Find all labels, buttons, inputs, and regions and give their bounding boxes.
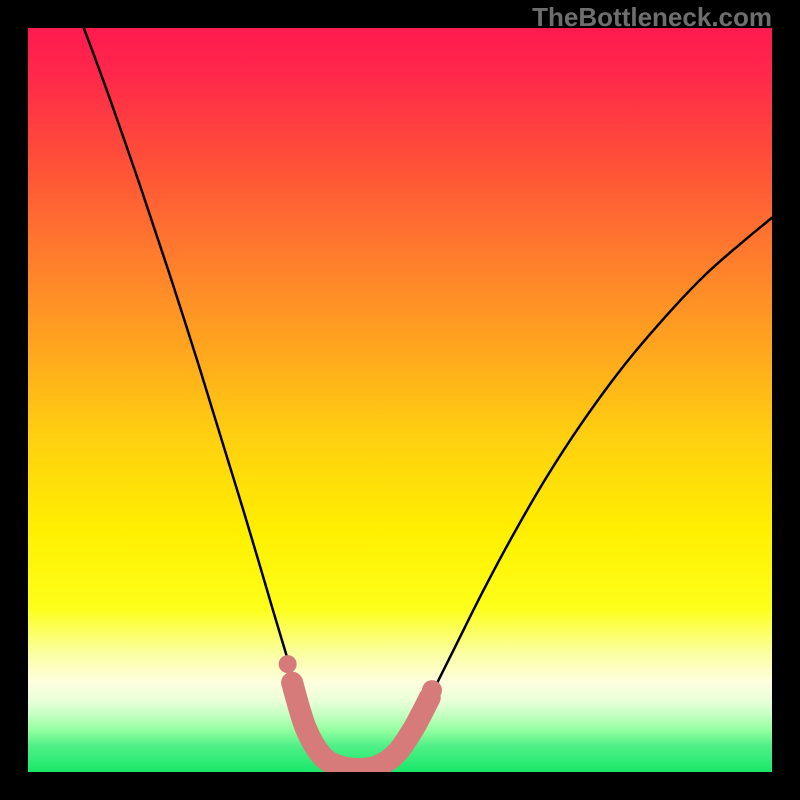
watermark-text: TheBottleneck.com [532, 2, 772, 33]
floor-marker-dot [279, 655, 297, 673]
floor-marker-dot [412, 702, 432, 722]
floor-marker-dot [399, 727, 418, 746]
gradient-background [28, 28, 772, 772]
floor-marker-dot [422, 680, 442, 700]
plot-area [28, 28, 772, 772]
bottleneck-chart [28, 28, 772, 772]
